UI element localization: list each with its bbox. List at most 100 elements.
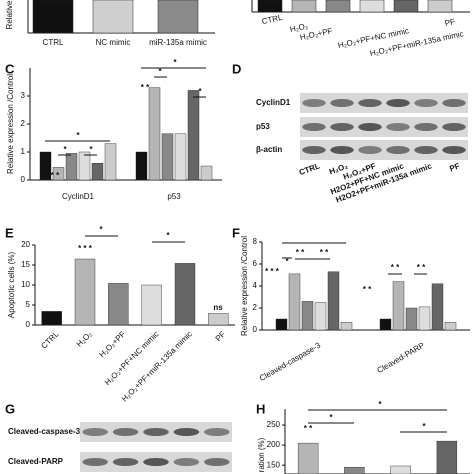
panel-letter: F	[232, 225, 240, 240]
y-tick-label: 1	[21, 147, 26, 156]
bar-stub	[325, 0, 351, 13]
bar	[39, 151, 52, 181]
blot-band	[173, 458, 200, 466]
blot-band	[386, 146, 410, 154]
y-tick-label: 2	[253, 303, 258, 312]
panel-letter: H	[256, 401, 265, 416]
x-tick-label: NC mimic	[96, 38, 131, 47]
x-tick-label: H₂O₂+PF	[97, 329, 127, 359]
y-tick-label: 6	[253, 259, 258, 268]
bar-stub	[359, 0, 385, 13]
blot-band	[143, 458, 169, 466]
x-tick-label: CyclinD1	[62, 192, 95, 201]
blot-band	[358, 146, 382, 154]
bar	[148, 87, 161, 181]
bar	[436, 440, 458, 474]
blot-band	[143, 428, 169, 436]
bar	[74, 258, 96, 326]
y-tick-label: 4	[253, 281, 258, 290]
y-axis-label: Relative expression /Control	[6, 74, 15, 174]
significance-mark: *	[329, 413, 333, 422]
bar	[161, 133, 174, 181]
bar	[314, 302, 327, 331]
significance-mark: *	[158, 67, 162, 76]
y-tick-label: 200	[267, 440, 281, 449]
x-tick-label: p53	[167, 192, 181, 201]
blot-band	[330, 146, 354, 154]
bar-stub	[92, 0, 134, 34]
y-tick-label: 15	[21, 260, 30, 269]
x-tick-label: Cleaved-PARP	[375, 341, 426, 375]
blot-strip	[300, 93, 468, 113]
y-tick-label: 0	[253, 325, 258, 334]
bar	[200, 165, 213, 181]
x-tick-label: CTRL	[298, 161, 321, 177]
blot-row-label: CyclinD1	[256, 98, 291, 107]
significance-mark: *	[378, 400, 382, 409]
y-axis-label: ration (%)	[257, 437, 266, 472]
y-tick-label: 20	[21, 240, 30, 249]
blot-band	[302, 99, 326, 107]
y-axis-label: Apoptotic cells (%)	[7, 252, 16, 319]
blot-band	[414, 123, 438, 131]
significance-mark: * *	[391, 263, 400, 272]
x-tick-label: Cleaved-caspase-3	[258, 340, 323, 383]
blot-row-label: Cleaved-PARP	[8, 457, 64, 466]
bar	[174, 133, 187, 181]
bar	[301, 301, 314, 331]
significance-mark: ns	[213, 303, 223, 312]
significance-mark: *	[166, 231, 170, 240]
y-tick-label: 0	[21, 175, 26, 184]
significance-mark: *	[285, 257, 289, 266]
significance-mark: * *	[417, 263, 426, 272]
bar	[444, 322, 457, 331]
panel-letter: G	[5, 401, 15, 416]
blot-band	[358, 123, 382, 131]
bar	[108, 283, 129, 326]
bar	[187, 90, 200, 181]
blot-band	[204, 458, 230, 466]
bar	[141, 284, 162, 326]
blot-strip	[300, 140, 468, 160]
bar	[208, 313, 229, 326]
significance-mark: * * *	[265, 267, 280, 276]
bar-stub	[427, 0, 453, 13]
x-tick-label: CTRL	[261, 13, 284, 26]
bar	[327, 271, 340, 331]
x-tick-label: PF	[448, 161, 461, 173]
y-tick-label: 150	[267, 460, 281, 469]
significance-mark: *	[76, 131, 80, 140]
blot-strip	[300, 117, 468, 137]
significance-mark: *	[198, 87, 202, 96]
bar-stub	[32, 0, 74, 34]
bar	[104, 143, 117, 181]
x-tick-label: CTRL	[39, 329, 61, 351]
blot-band	[302, 123, 326, 131]
bar	[405, 307, 418, 331]
bar	[65, 153, 78, 181]
bar-stub	[393, 0, 419, 13]
bar	[390, 465, 411, 474]
bar	[91, 162, 104, 181]
bar	[392, 281, 405, 331]
x-tick-label: H₂O₂+PF+miR-135a mimic	[120, 330, 194, 404]
y-tick-label: 0	[26, 320, 31, 329]
significance-mark: *	[99, 225, 103, 234]
blot-band	[173, 428, 200, 436]
significance-mark: * *	[363, 285, 372, 294]
significance-mark: * *	[51, 171, 60, 180]
blot-band	[442, 99, 466, 107]
y-tick-label: 2	[21, 119, 26, 128]
bar	[275, 318, 288, 331]
blot-band	[414, 146, 438, 154]
blot-band	[414, 99, 438, 107]
blot-band	[442, 123, 466, 131]
panel-letter: E	[5, 225, 14, 240]
x-tick-label: H₂O₂	[289, 21, 309, 34]
significance-mark: * *	[141, 83, 150, 92]
bar-stub	[291, 0, 317, 13]
blot-band	[82, 428, 108, 436]
x-tick-label: PF	[214, 329, 228, 343]
y-tick-label: 250	[267, 420, 281, 429]
